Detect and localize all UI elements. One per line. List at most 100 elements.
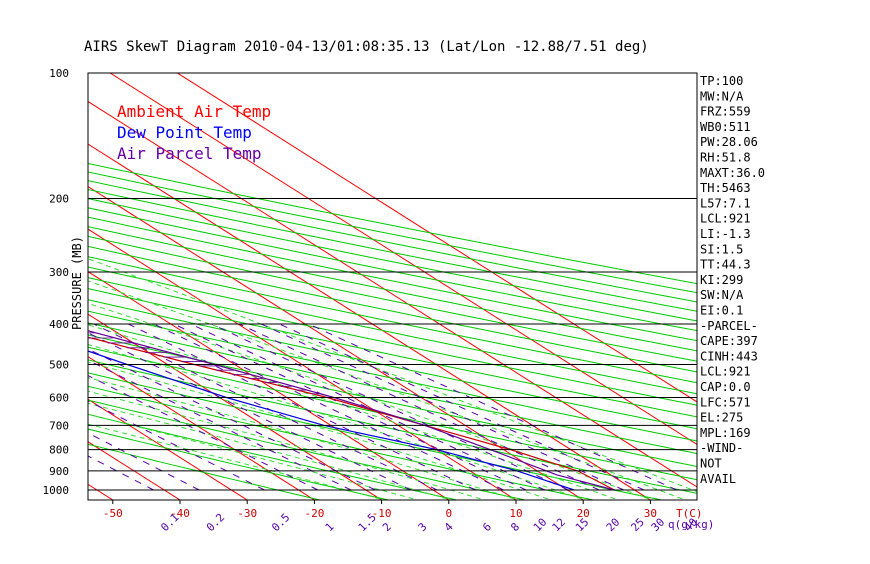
dry-adiabat xyxy=(88,346,697,481)
pressure-tick-label: 500 xyxy=(49,358,69,371)
mixing-ratio-line xyxy=(93,323,438,491)
pressure-tick-label: 600 xyxy=(49,391,69,404)
mixing-ratio-line xyxy=(88,374,319,491)
bottom-temp-label: 10 xyxy=(509,507,522,520)
bottom-temp-label: 20 xyxy=(577,507,590,520)
mixing-ratio-label: 6 xyxy=(480,520,494,534)
isotherm-line xyxy=(88,313,383,500)
index-text: WB0:511 xyxy=(700,120,751,134)
mixing-ratio-line xyxy=(88,455,154,491)
moist-adiabat xyxy=(88,377,515,500)
bottom-temp-label: -40 xyxy=(170,507,190,520)
pressure-tick-label: 700 xyxy=(49,419,69,432)
moist-adiabat xyxy=(88,324,616,500)
mixing-ratio-label: 0.2 xyxy=(204,511,227,534)
isotherm-line xyxy=(88,185,585,500)
bottom-temp-label: -10 xyxy=(372,507,392,520)
index-text: TH:5463 xyxy=(700,181,751,195)
pressure-tick-label: 800 xyxy=(49,444,69,457)
plot-frame xyxy=(87,72,698,501)
dry-adiabat xyxy=(88,443,322,500)
pressure-tick-label: 900 xyxy=(49,465,69,478)
index-text: EL:275 xyxy=(700,411,743,425)
mixing-ratio-label: 20 xyxy=(604,516,623,535)
pressure-tick-label: 400 xyxy=(49,318,69,331)
pressure-tick-label: 200 xyxy=(49,193,69,206)
dry-adiabat xyxy=(88,162,697,285)
dry-adiabat xyxy=(88,299,697,430)
bottom-temp-label: -20 xyxy=(304,507,324,520)
moist-adiabat xyxy=(88,344,582,500)
mixing-ratio-label: 8 xyxy=(508,520,522,534)
isotherm-line xyxy=(88,356,316,500)
index-text: SI:1.5 xyxy=(700,242,743,256)
dry-adiabat xyxy=(88,399,527,500)
mixing-ratio-label: 3 xyxy=(416,520,430,534)
dry-adiabat xyxy=(88,266,697,395)
index-text: RH:51.8 xyxy=(700,151,751,165)
index-text: TP:100 xyxy=(700,74,743,88)
mixing-ratio-label: 12 xyxy=(550,516,569,535)
isotherm-line xyxy=(176,73,697,403)
dry-adiabat xyxy=(88,288,697,418)
mixing-ratio-label: 2 xyxy=(380,520,394,534)
dry-adiabat xyxy=(88,216,697,342)
bottom-temp-label: -50 xyxy=(103,507,123,520)
index-text: MW:N/A xyxy=(700,89,744,103)
index-text: MAXT:36.0 xyxy=(700,166,765,180)
index-text: MPL:169 xyxy=(700,426,751,440)
dry-adiabat xyxy=(88,189,697,312)
mixing-ratio-line xyxy=(211,323,569,491)
dry-adiabat xyxy=(88,310,697,442)
isotherm-line xyxy=(88,398,249,500)
moist-adiabat xyxy=(88,413,414,500)
chart-title: AIRS SkewT Diagram 2010-04-13/01:08:35.1… xyxy=(84,39,649,55)
dry-adiabat xyxy=(88,171,697,294)
index-text: EI:0.1 xyxy=(700,304,743,318)
index-text: L57:7.1 xyxy=(700,196,751,210)
series-layer xyxy=(88,330,615,491)
mixing-ratio-unit: q(g/kg) xyxy=(668,518,714,531)
index-text: PW:28.06 xyxy=(700,135,758,149)
mixing-ratio-label: 1 xyxy=(323,520,337,534)
bottom-axis-unit: T(C) xyxy=(676,507,703,520)
moist-adiabat xyxy=(88,390,481,500)
dry-adiabat xyxy=(88,180,697,303)
dry-adiabat xyxy=(88,385,596,500)
index-text: LI:-1.3 xyxy=(700,227,751,241)
bottom-temp-label: 0 xyxy=(445,507,452,520)
index-text: KI:299 xyxy=(700,273,743,287)
dry-adiabat xyxy=(88,226,697,352)
index-text: SW:N/A xyxy=(700,288,744,302)
legend-ambient: Ambient Air Temp xyxy=(117,102,271,121)
index-text: CINH:443 xyxy=(700,349,758,363)
isotherm-line xyxy=(88,100,697,488)
moist-adiabat xyxy=(88,302,649,500)
series-line-dewpoint xyxy=(88,350,575,491)
isotherm-line xyxy=(88,143,652,500)
pressure-tick-label: 1000 xyxy=(43,484,70,497)
y-axis-label: PRESSURE (MB) xyxy=(70,236,84,330)
isotherm-line xyxy=(109,73,697,446)
dry-adiabat xyxy=(88,207,697,332)
series-line-parcel xyxy=(88,330,615,491)
pressure-tick-label: 100 xyxy=(49,67,69,80)
moist-adiabat xyxy=(88,258,697,493)
bottom-temp-label: -30 xyxy=(237,507,257,520)
dry-adiabat xyxy=(88,277,697,406)
dry-adiabat xyxy=(88,413,459,500)
index-text: AVAIL xyxy=(700,472,736,486)
index-text: FRZ:559 xyxy=(700,105,751,119)
index-text: LFC:571 xyxy=(700,395,751,409)
dry-adiabat xyxy=(88,322,697,455)
dry-adiabat xyxy=(88,334,697,467)
series-line-ambient xyxy=(88,336,615,491)
dry-adiabat xyxy=(88,428,391,500)
pressure-tick-label: 300 xyxy=(49,266,69,279)
index-text: NOT xyxy=(700,457,722,471)
mixing-ratio-label: 0.5 xyxy=(269,511,292,534)
bottom-temp-label: 30 xyxy=(644,507,657,520)
